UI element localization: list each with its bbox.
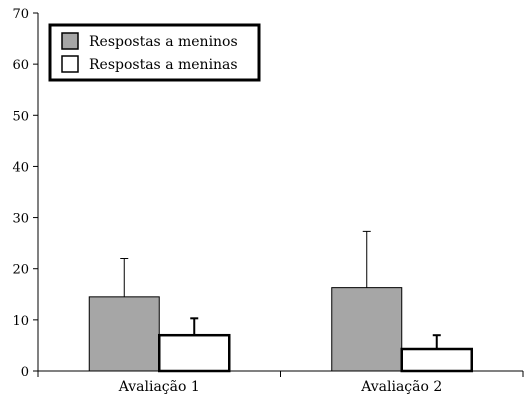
legend: Respostas a meninos Respostas a meninas [48,23,261,82]
legend-swatch-meninos [61,32,79,50]
legend-swatch-meninas [61,55,79,73]
plot-area: 0 10 20 30 40 50 60 70 Avaliação 1 Avaliação 2 [12,7,524,395]
legend-label-meninos: Respostas a meninos [89,34,238,50]
x-tick-label: Avaliação 2 [360,379,442,395]
legend-label-meninas: Respostas a meninas [89,57,238,73]
y-tick-label: 20 [12,263,29,278]
bar [331,287,403,372]
y-tick-label: 40 [12,160,29,175]
bar [400,347,473,373]
y-tick-label: 0 [21,365,29,380]
bar [88,296,160,372]
y-tick-label: 70 [12,7,29,22]
bar [158,333,231,373]
y-tick-label: 30 [12,212,29,227]
x-tick-label: Avaliação 1 [118,379,200,395]
legend-box [48,23,261,82]
y-tick-label: 50 [12,109,29,124]
y-tick-label: 10 [12,314,29,329]
y-tick-label: 60 [12,58,29,73]
